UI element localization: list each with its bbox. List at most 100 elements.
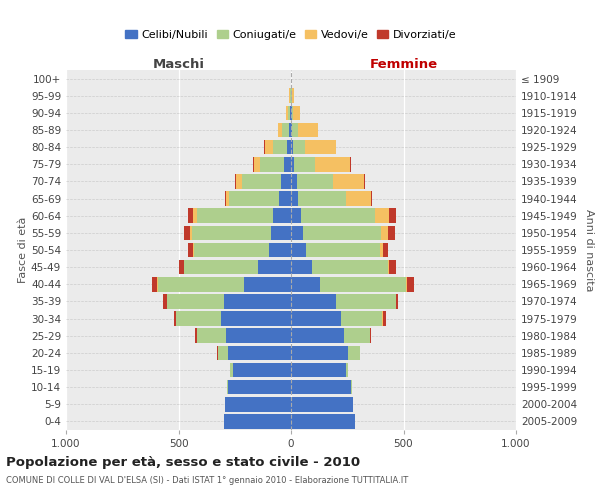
Bar (196, 328, 197, 343)
Bar (388, 260, 389, 274)
Bar (227, 380, 228, 394)
Bar (289, 88, 290, 103)
Bar (236, 174, 241, 188)
Bar (291, 157, 295, 172)
Bar (293, 106, 299, 120)
Bar (407, 277, 413, 291)
Bar (291, 346, 349, 360)
Bar (194, 242, 269, 258)
Bar (341, 312, 382, 326)
Bar (284, 157, 291, 172)
Bar (157, 277, 158, 291)
Bar (278, 192, 291, 206)
Bar (230, 362, 233, 378)
Bar (298, 122, 318, 138)
Bar (221, 312, 291, 326)
Bar (389, 208, 395, 223)
Bar (291, 312, 341, 326)
Bar (292, 106, 293, 120)
Bar (184, 226, 190, 240)
Bar (406, 277, 407, 291)
Y-axis label: Anni di nascita: Anni di nascita (584, 209, 594, 291)
Bar (281, 174, 291, 188)
Bar (291, 294, 336, 308)
Bar (291, 260, 313, 274)
Bar (314, 157, 349, 172)
Bar (269, 242, 291, 258)
Bar (313, 260, 388, 274)
Bar (193, 242, 194, 258)
Legend: Celibi/Nubili, Coniugati/e, Vedovi/e, Divorziati/e: Celibi/Nubili, Coniugati/e, Vedovi/e, Di… (121, 25, 461, 44)
Bar (218, 346, 228, 360)
Bar (370, 328, 371, 343)
Bar (291, 380, 350, 394)
Bar (286, 106, 287, 120)
Bar (291, 328, 344, 343)
Bar (291, 277, 320, 291)
Bar (381, 226, 388, 240)
Bar (346, 362, 349, 378)
Bar (305, 140, 336, 154)
Text: Popolazione per età, sesso e stato civile - 2010: Popolazione per età, sesso e stato civil… (6, 456, 360, 469)
Bar (305, 242, 380, 258)
Bar (265, 140, 273, 154)
Bar (241, 174, 281, 188)
Bar (336, 294, 395, 308)
Bar (273, 208, 291, 223)
Bar (290, 106, 291, 120)
Bar (292, 88, 295, 103)
Bar (190, 226, 192, 240)
Bar (226, 328, 291, 343)
Bar (344, 328, 370, 343)
Bar (298, 192, 346, 206)
Bar (174, 312, 176, 326)
Bar (291, 208, 301, 223)
Bar (291, 174, 296, 188)
Bar (296, 174, 332, 188)
Bar (253, 157, 254, 172)
Bar (273, 140, 287, 154)
Bar (304, 226, 381, 240)
Bar (371, 192, 372, 206)
Bar (291, 414, 355, 428)
Bar (158, 277, 244, 291)
Bar (291, 106, 292, 120)
Bar (228, 380, 291, 394)
Bar (395, 294, 398, 308)
Text: Maschi: Maschi (152, 58, 205, 71)
Bar (259, 260, 291, 274)
Bar (291, 362, 346, 378)
Bar (364, 174, 365, 188)
Bar (167, 294, 223, 308)
Bar (376, 208, 389, 223)
Bar (163, 294, 167, 308)
Bar (350, 380, 352, 394)
Bar (282, 122, 289, 138)
Bar (301, 208, 376, 223)
Bar (229, 192, 278, 206)
Bar (293, 140, 305, 154)
Bar (389, 260, 395, 274)
Bar (291, 242, 305, 258)
Bar (192, 226, 271, 240)
Bar (295, 157, 314, 172)
Bar (388, 226, 395, 240)
Y-axis label: Fasce di età: Fasce di età (18, 217, 28, 283)
Bar (291, 122, 292, 138)
Bar (264, 140, 265, 154)
Bar (291, 192, 298, 206)
Bar (224, 192, 226, 206)
Bar (176, 312, 221, 326)
Bar (217, 346, 218, 360)
Bar (179, 260, 184, 274)
Bar (151, 277, 157, 291)
Bar (291, 140, 293, 154)
Bar (223, 294, 291, 308)
Bar (223, 414, 291, 428)
Bar (380, 242, 383, 258)
Bar (193, 208, 197, 223)
Bar (254, 157, 260, 172)
Bar (346, 192, 371, 206)
Bar (187, 208, 193, 223)
Bar (349, 157, 350, 172)
